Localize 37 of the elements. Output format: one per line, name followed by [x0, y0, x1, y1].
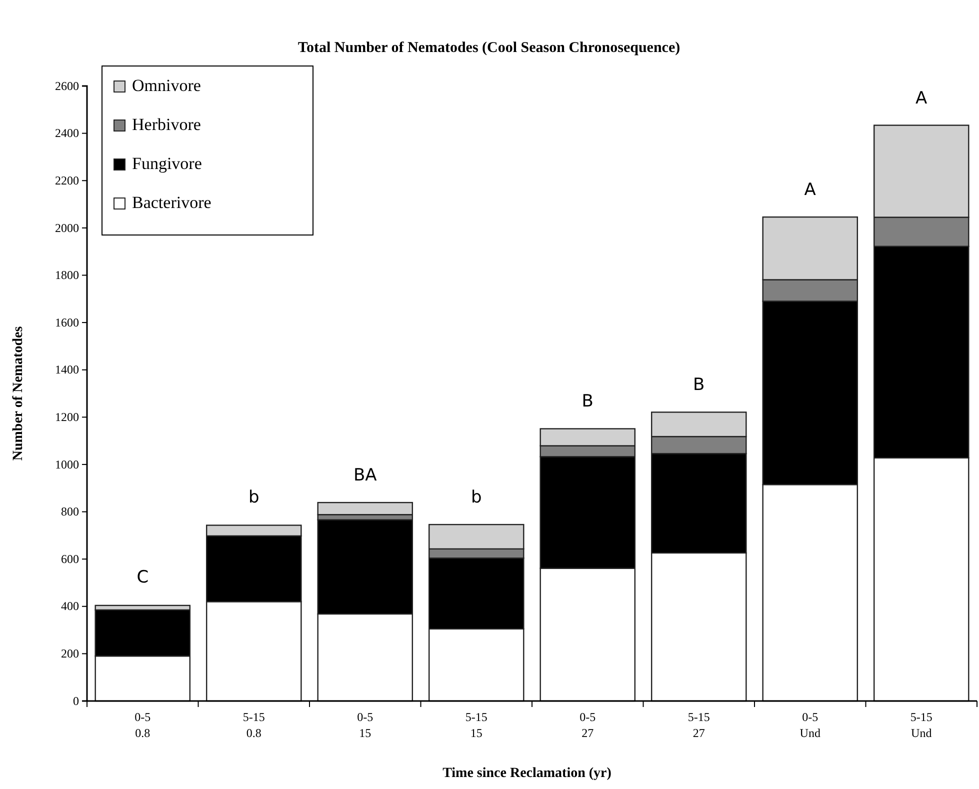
y-tick-label: 2600	[55, 78, 79, 93]
y-tick-label: 1200	[55, 410, 79, 424]
y-tick-label: 2200	[55, 173, 79, 188]
annotation: b	[248, 488, 260, 508]
y-tick-label: 1600	[55, 315, 79, 330]
x-axis-title: Time since Reclamation (yr)	[442, 766, 612, 781]
x-tick-label: 5-15 15	[465, 710, 488, 740]
y-tick-label: 600	[61, 552, 79, 566]
y-tick-label: 2000	[55, 220, 79, 235]
x-tick-label: 5-15 0.8	[242, 710, 265, 740]
y-tick-label: 400	[61, 599, 79, 614]
chart-title: Total Number of Nematodes (Cool Season Chronosequence)	[298, 40, 680, 56]
x-tick-label: 0-5 15	[357, 710, 374, 740]
legend-label: Omnivore	[132, 76, 201, 95]
x-tick-label: 0-5 Und	[800, 710, 820, 740]
y-tick-label: 0	[73, 694, 79, 708]
annotation: b	[470, 488, 482, 508]
legend-label: Herbivore	[132, 115, 201, 134]
annotation: C	[136, 567, 149, 588]
x-tick-label: 5-15 27	[688, 710, 710, 740]
x-tick-label: 5-15 Und	[910, 710, 932, 740]
annotation: BA	[353, 466, 378, 486]
y-tick-label: 1800	[55, 268, 79, 282]
y-tick-label: 2400	[55, 126, 79, 140]
x-tick-label: 0-5 27	[580, 710, 596, 740]
y-tick-label: 1400	[55, 362, 79, 377]
x-tick-label: 0-5 0.8	[134, 710, 151, 740]
annotation: A	[804, 180, 816, 200]
y-tick-label: 200	[61, 646, 79, 661]
annotation: A	[916, 88, 928, 108]
legend-label: Fungivore	[132, 154, 202, 173]
y-tick-label: 1000	[55, 457, 79, 472]
annotation: B	[582, 392, 594, 412]
y-axis-title: Number of Nematodes	[11, 326, 26, 461]
annotation: B	[693, 375, 705, 396]
y-tick-label: 800	[61, 504, 79, 519]
legend-label: Bacterivore	[132, 193, 212, 212]
